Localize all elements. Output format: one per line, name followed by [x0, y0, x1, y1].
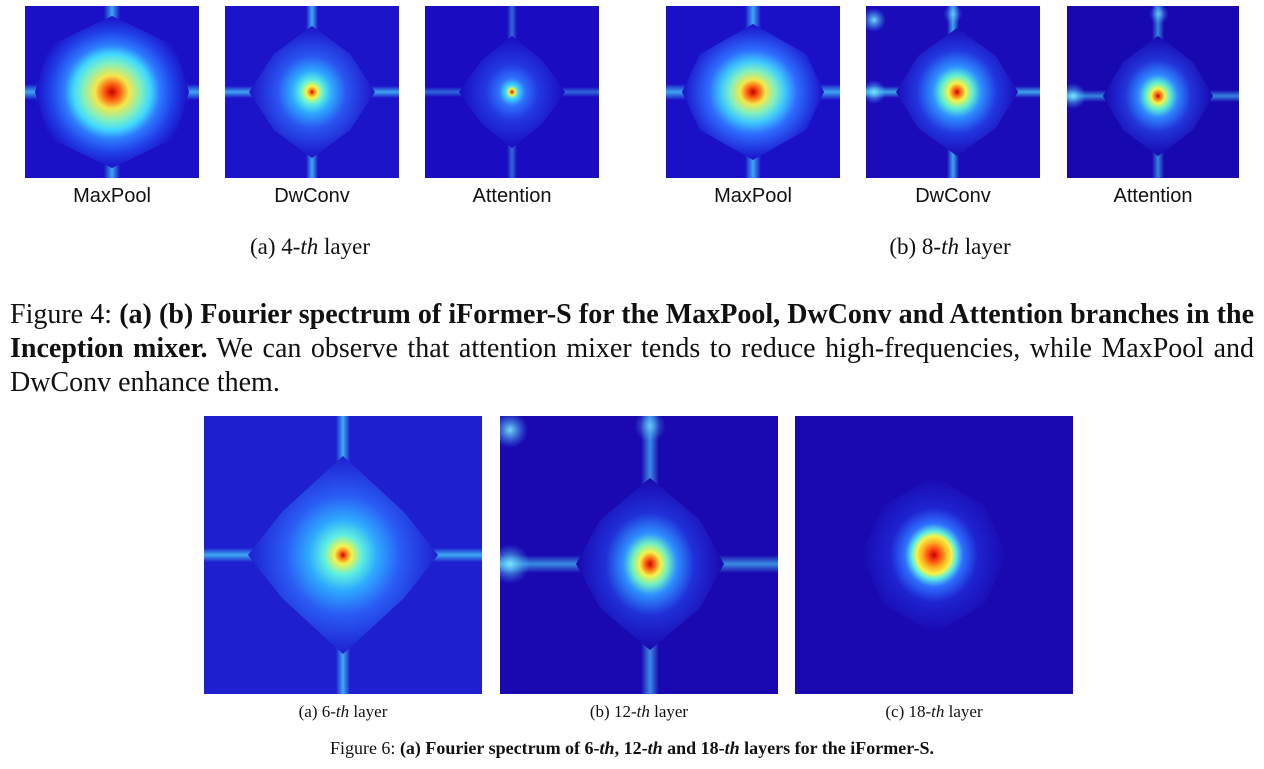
spectrum-attention-4th [425, 6, 599, 178]
figure-6-caption: Figure 6: (a) Fourier spectrum of 6-th, … [329, 738, 935, 758]
figure-4-caption: Figure 4: (a) (b) Fourier spectrum of iF… [10, 299, 1254, 398]
spectrum-maxpool-8th [666, 6, 840, 178]
panel-label-dwconv-4th: DwConv [274, 185, 350, 207]
panel-label-dwconv-8th: DwConv [915, 185, 991, 207]
spectrum-dwconv-4th [225, 6, 399, 178]
panel-label-maxpool-4th: MaxPool [73, 185, 151, 207]
panel-label-attention-8th: Attention [1113, 185, 1193, 207]
subcaption-18th-layer: (c) 18-th layer [885, 702, 983, 721]
panel-label-maxpool-8th: MaxPool [714, 185, 792, 207]
subcaption-6th-layer: (a) 6-th layer [298, 702, 388, 721]
subcaption-4th-layer: (a) 4-th layer [249, 234, 371, 259]
spectrum-6th-layer [204, 416, 482, 694]
spectrum-12th-layer [500, 416, 778, 694]
subcaption-12th-layer: (b) 12-th layer [589, 702, 689, 721]
panel-label-attention-4th: Attention [472, 185, 552, 207]
spectrum-attention-8th [1067, 6, 1239, 178]
spectrum-dwconv-8th [866, 6, 1040, 178]
subcaption-8th-layer: (b) 8-th layer [889, 234, 1011, 259]
spectrum-18th-layer [795, 416, 1073, 694]
spectrum-maxpool-4th [25, 6, 199, 178]
